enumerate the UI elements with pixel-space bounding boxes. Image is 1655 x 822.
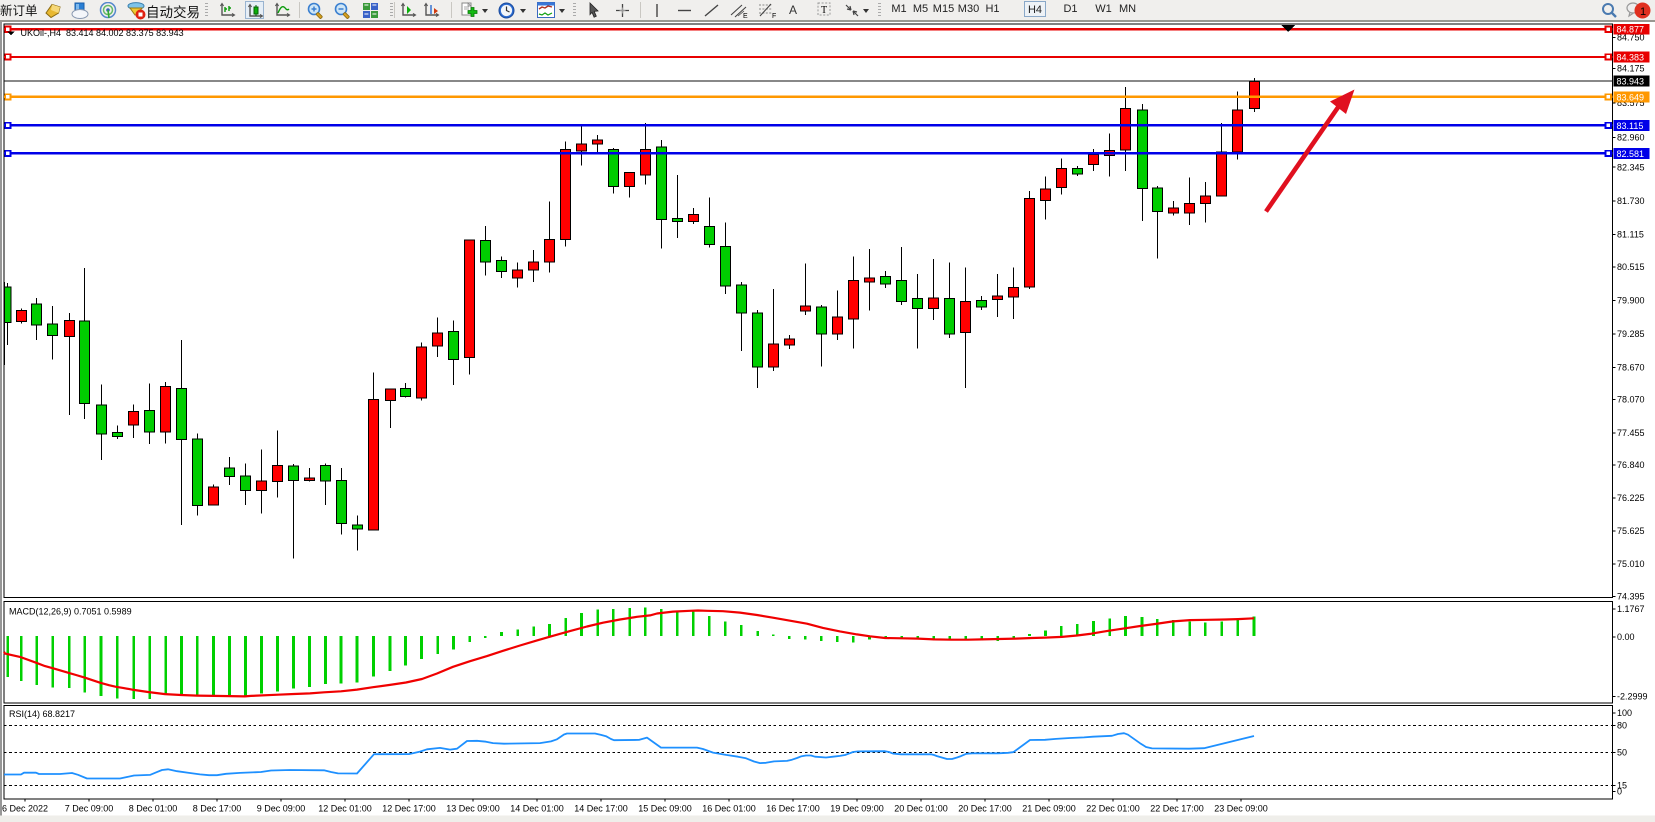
svg-text:82.345: 82.345 <box>1617 162 1645 172</box>
svg-text:14 Dec 17:00: 14 Dec 17:00 <box>574 804 628 814</box>
svg-text:83.649: 83.649 <box>1617 92 1645 102</box>
svg-text:15 Dec 09:00: 15 Dec 09:00 <box>638 804 692 814</box>
svg-text:83.115: 83.115 <box>1617 121 1644 131</box>
svg-text:8 Dec 01:00: 8 Dec 01:00 <box>129 804 178 814</box>
svg-text:81.115: 81.115 <box>1617 230 1644 240</box>
svg-text:81.730: 81.730 <box>1617 196 1645 206</box>
svg-text:79.900: 79.900 <box>1617 296 1645 306</box>
svg-text:80.515: 80.515 <box>1617 262 1645 272</box>
svg-text:1: 1 <box>1640 6 1646 18</box>
svg-text:84.175: 84.175 <box>1617 64 1645 74</box>
svg-text:F: F <box>772 13 776 19</box>
svg-text:76.840: 76.840 <box>1617 460 1645 470</box>
svg-text:79.285: 79.285 <box>1617 329 1645 339</box>
svg-text:13 Dec 09:00: 13 Dec 09:00 <box>446 804 500 814</box>
svg-text:8 Dec 17:00: 8 Dec 17:00 <box>193 804 242 814</box>
svg-text:23 Dec 09:00: 23 Dec 09:00 <box>1214 804 1268 814</box>
svg-text:20 Dec 17:00: 20 Dec 17:00 <box>958 804 1012 814</box>
svg-text:16 Dec 17:00: 16 Dec 17:00 <box>766 804 820 814</box>
svg-text:7 Dec 09:00: 7 Dec 09:00 <box>65 804 114 814</box>
svg-text:19 Dec 09:00: 19 Dec 09:00 <box>830 804 884 814</box>
svg-text:77.455: 77.455 <box>1617 428 1645 438</box>
svg-text:15: 15 <box>1617 781 1627 791</box>
svg-text:16 Dec 01:00: 16 Dec 01:00 <box>702 804 756 814</box>
svg-text:22 Dec 17:00: 22 Dec 17:00 <box>1150 804 1204 814</box>
svg-text:22 Dec 01:00: 22 Dec 01:00 <box>1086 804 1140 814</box>
svg-text:84.383: 84.383 <box>1617 52 1645 62</box>
svg-text:78.670: 78.670 <box>1617 363 1645 373</box>
svg-text:0.00: 0.00 <box>1617 632 1635 642</box>
svg-text:84.877: 84.877 <box>1617 25 1645 35</box>
svg-text:9 Dec 09:00: 9 Dec 09:00 <box>257 804 306 814</box>
svg-text:82.960: 82.960 <box>1617 133 1645 143</box>
svg-text:84.750: 84.750 <box>1617 33 1645 43</box>
svg-text:14 Dec 01:00: 14 Dec 01:00 <box>510 804 564 814</box>
svg-text:76.225: 76.225 <box>1617 493 1645 503</box>
svg-text:83.943: 83.943 <box>1617 76 1645 86</box>
svg-text:T: T <box>821 5 827 16</box>
svg-text:83.575: 83.575 <box>1617 98 1645 108</box>
svg-text:0: 0 <box>1617 787 1622 797</box>
svg-text:12 Dec 01:00: 12 Dec 01:00 <box>318 804 372 814</box>
svg-text:50: 50 <box>1617 748 1627 758</box>
svg-text:80: 80 <box>1617 721 1627 731</box>
svg-text:6 Dec 2022: 6 Dec 2022 <box>2 804 48 814</box>
svg-text:-2.2999: -2.2999 <box>1617 692 1648 702</box>
svg-text:UKOil-,H4 83.414 84.002 83.37: UKOil-,H4 83.414 84.002 83.375 83.943 <box>21 28 184 38</box>
svg-text:82.581: 82.581 <box>1617 149 1645 159</box>
svg-text:78.070: 78.070 <box>1617 395 1645 405</box>
svg-text:75.010: 75.010 <box>1617 559 1645 569</box>
svg-text:100: 100 <box>1617 708 1632 718</box>
svg-text:74.395: 74.395 <box>1617 592 1645 602</box>
svg-text:E: E <box>743 13 748 19</box>
svg-text:75.625: 75.625 <box>1617 526 1645 536</box>
svg-text:1.1767: 1.1767 <box>1617 604 1645 614</box>
svg-text:MACD(12,26,9) 0.7051 0.5989: MACD(12,26,9) 0.7051 0.5989 <box>9 607 132 617</box>
svg-text:RSI(14) 68.8217: RSI(14) 68.8217 <box>9 709 75 719</box>
svg-text:12 Dec 17:00: 12 Dec 17:00 <box>382 804 436 814</box>
svg-text:20 Dec 01:00: 20 Dec 01:00 <box>894 804 948 814</box>
svg-text:21 Dec 09:00: 21 Dec 09:00 <box>1022 804 1076 814</box>
